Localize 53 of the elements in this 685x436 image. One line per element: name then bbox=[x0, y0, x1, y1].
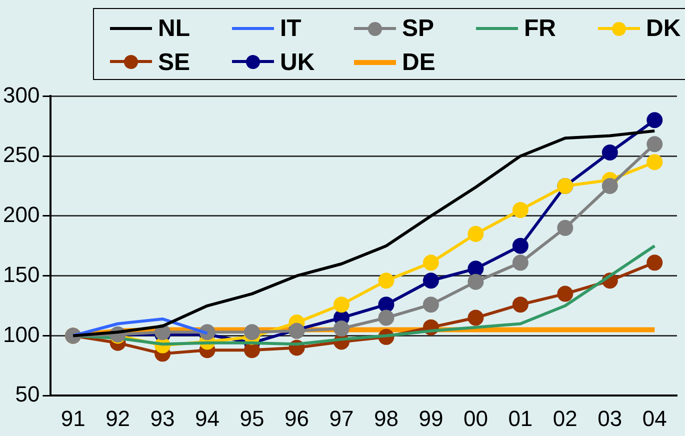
legend-label: SP bbox=[402, 14, 434, 44]
point bbox=[378, 296, 394, 313]
legend-label: FR bbox=[524, 14, 556, 44]
point bbox=[512, 202, 528, 218]
point bbox=[244, 324, 260, 340]
point bbox=[468, 274, 484, 290]
x-tick-label: 99 bbox=[418, 406, 444, 431]
x-tick-label: 93 bbox=[150, 406, 175, 431]
x-tick-label: 94 bbox=[195, 406, 220, 431]
point bbox=[512, 238, 528, 254]
x-tick-label: 01 bbox=[508, 406, 533, 431]
x-tick-label: 04 bbox=[642, 406, 667, 431]
y-tick-label: 200 bbox=[2, 202, 40, 228]
point bbox=[422, 296, 439, 313]
point bbox=[512, 296, 528, 313]
x-tick-label: 02 bbox=[552, 406, 578, 431]
x-tick-label: 92 bbox=[106, 406, 130, 431]
point bbox=[646, 254, 663, 271]
point bbox=[602, 144, 618, 160]
x-tick-label: 00 bbox=[463, 406, 488, 431]
x-tick-label: 96 bbox=[284, 406, 309, 431]
point bbox=[333, 320, 350, 337]
legend-label: UK bbox=[280, 48, 315, 78]
y-tick-label: 50 bbox=[15, 382, 40, 407]
point bbox=[512, 254, 528, 271]
legend-label: DE bbox=[402, 48, 436, 78]
point bbox=[378, 310, 394, 326]
legend-label: IT bbox=[280, 14, 302, 44]
legend-label: NL bbox=[158, 14, 190, 44]
x-tick-label: 91 bbox=[60, 406, 86, 431]
legend-label: SE bbox=[158, 48, 190, 78]
point bbox=[468, 310, 484, 326]
x-tick-label: 03 bbox=[598, 406, 622, 431]
point bbox=[646, 112, 663, 128]
x-tick-label: 98 bbox=[374, 406, 398, 431]
y-tick-label: 150 bbox=[2, 262, 40, 287]
point bbox=[557, 220, 574, 236]
point bbox=[646, 154, 663, 170]
point bbox=[422, 254, 439, 271]
x-tick-label: 97 bbox=[329, 406, 354, 431]
point bbox=[602, 178, 618, 194]
point bbox=[422, 272, 439, 289]
point bbox=[333, 296, 350, 313]
point bbox=[468, 260, 484, 277]
legend-label: DK bbox=[646, 14, 681, 44]
point bbox=[557, 286, 574, 302]
x-tick-label: 95 bbox=[240, 406, 264, 431]
y-tick-label: 100 bbox=[2, 322, 40, 347]
point bbox=[646, 136, 663, 152]
point bbox=[378, 272, 394, 289]
y-tick-label: 300 bbox=[2, 82, 40, 108]
point bbox=[468, 226, 484, 242]
y-tick-label: 250 bbox=[2, 142, 40, 168]
